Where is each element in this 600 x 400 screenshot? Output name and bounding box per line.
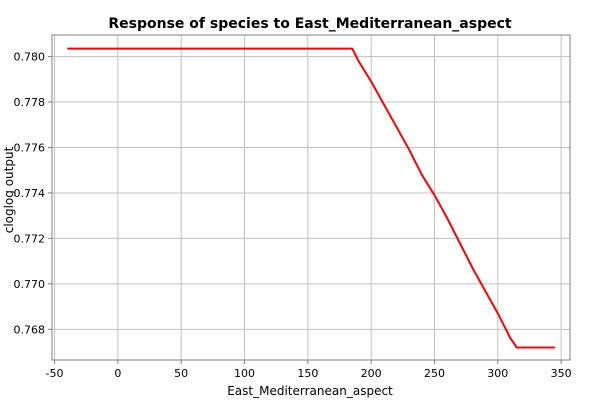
- y-tick-label: 0.768: [14, 323, 46, 336]
- x-tick-label: 150: [297, 367, 318, 380]
- x-tick-label: 0: [114, 367, 121, 380]
- y-axis-label: cloglog output: [2, 146, 16, 233]
- chart-title: Response of species to East_Mediterranea…: [108, 16, 512, 32]
- x-tick-label: 200: [361, 367, 382, 380]
- series-line: [67, 47, 555, 349]
- plot-frame: [51, 34, 571, 361]
- x-tick-label: 50: [174, 367, 188, 380]
- x-tick-label: 250: [424, 367, 445, 380]
- x-tick-label: 350: [551, 367, 572, 380]
- y-tick-label: 0.770: [14, 278, 46, 291]
- x-axis-label: East_Mediterranean_aspect: [227, 384, 393, 398]
- x-tick-label: 100: [234, 367, 255, 380]
- x-axis: -50 0 50 100 150 200 250 300 350: [46, 360, 572, 380]
- series-layer: [67, 47, 555, 349]
- y-tick-label: 0.776: [14, 142, 46, 155]
- y-tick-label: 0.772: [14, 232, 46, 245]
- y-tick-label: 0.774: [14, 187, 46, 200]
- y-tick-label: 0.778: [14, 96, 46, 109]
- x-tick-label: -50: [46, 367, 64, 380]
- y-tick-label: 0.780: [14, 51, 46, 64]
- y-axis: 0.768 0.770 0.772 0.774 0.776 0.778 0.780: [14, 51, 52, 336]
- x-tick-label: 300: [487, 367, 508, 380]
- grid-lines: [52, 35, 570, 360]
